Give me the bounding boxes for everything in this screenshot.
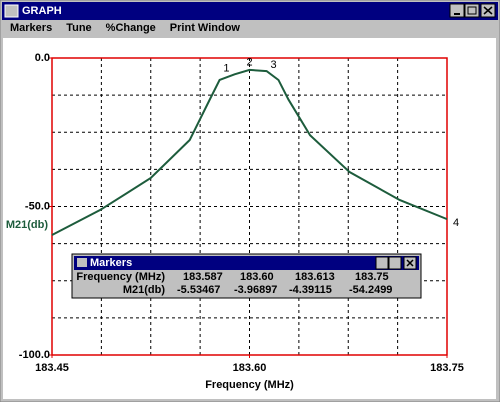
marker-frequency: 183.75: [355, 271, 389, 283]
close-icon: [483, 6, 493, 15]
graph-area: [3, 38, 496, 399]
marker-frequency: 183.60: [240, 271, 274, 283]
menu-item[interactable]: Tune: [66, 22, 91, 34]
menu-bar: Markers Tune %Change Print Window: [10, 22, 240, 34]
menu-item[interactable]: Print Window: [170, 22, 241, 34]
marker-value: -4.39115: [289, 284, 332, 296]
marker-frequency: 183.587: [183, 271, 223, 283]
window-buttons[interactable]: [449, 3, 496, 18]
x-tick-label: 183.75: [430, 362, 464, 374]
marker-value: -5.53467: [177, 284, 220, 296]
app-icon: [4, 4, 19, 18]
marker-value: -54.2499: [349, 284, 392, 296]
window-title: GRAPH: [22, 5, 62, 17]
dialog-maximize[interactable]: [388, 256, 402, 270]
markers-dialog: Markers Frequency (MHz) M21(db) 183.587-…: [71, 253, 422, 299]
data-line: [51, 68, 448, 236]
dialog-title: Markers: [90, 257, 132, 269]
row-label: Frequency (MHz): [76, 271, 165, 283]
marker-label: 4: [453, 217, 459, 229]
row-label: M21(db): [123, 284, 166, 296]
y-tick-label: -50.0: [25, 200, 50, 212]
y-tick-label: -100.0: [19, 349, 50, 361]
marker-value: -3.96897: [234, 284, 277, 296]
y-tick-label: 0.0: [35, 52, 50, 64]
dialog-minimize[interactable]: [375, 256, 389, 270]
marker-label: 3: [271, 59, 277, 71]
dialog-icon: [77, 258, 87, 267]
menu-item[interactable]: Markers: [10, 22, 52, 34]
maximize-icon: [467, 6, 477, 15]
y-axis-label: M21(db): [6, 219, 49, 231]
title-bar: [2, 2, 498, 20]
marker-label: 2: [246, 57, 252, 69]
maximize-button[interactable]: [464, 3, 480, 18]
x-tick-label: 183.45: [35, 362, 69, 374]
dialog-close-icon: [406, 259, 414, 267]
x-axis-label: Frequency (MHz): [205, 379, 294, 391]
marker-label: 1: [223, 62, 229, 74]
marker-frequency: 183.613: [295, 271, 335, 283]
menu-item[interactable]: %Change: [106, 22, 156, 34]
minimize-button[interactable]: [449, 3, 465, 18]
x-tick-label: 183.60: [233, 362, 267, 374]
dialog-title-bar: [74, 256, 419, 270]
